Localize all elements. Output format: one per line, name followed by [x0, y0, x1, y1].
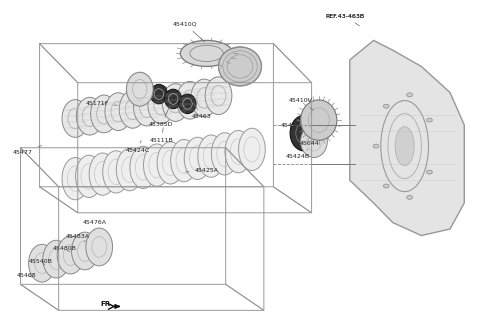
Ellipse shape: [89, 153, 116, 195]
Text: 45468: 45468: [16, 273, 36, 278]
Ellipse shape: [43, 240, 70, 278]
Text: 45540B: 45540B: [29, 259, 52, 265]
Text: FR.: FR.: [100, 301, 113, 307]
Ellipse shape: [29, 244, 55, 282]
Ellipse shape: [162, 84, 189, 121]
Text: 45424B: 45424B: [285, 149, 309, 159]
Polygon shape: [350, 40, 464, 236]
Ellipse shape: [62, 157, 89, 200]
Ellipse shape: [384, 104, 389, 108]
Text: 45425A: 45425A: [185, 168, 218, 173]
Ellipse shape: [130, 146, 156, 189]
Text: 45414: 45414: [280, 119, 300, 128]
Ellipse shape: [300, 125, 327, 157]
Ellipse shape: [171, 139, 197, 182]
Ellipse shape: [395, 127, 414, 166]
Ellipse shape: [86, 228, 113, 266]
Ellipse shape: [384, 184, 389, 188]
Text: REF.43-463B: REF.43-463B: [325, 13, 364, 18]
Text: 45424C: 45424C: [125, 141, 150, 154]
Text: 45410V: 45410V: [289, 98, 313, 110]
Ellipse shape: [211, 133, 238, 175]
Text: 45644: 45644: [300, 141, 319, 146]
Text: 45410Q: 45410Q: [173, 22, 204, 42]
Ellipse shape: [75, 155, 102, 197]
Ellipse shape: [373, 144, 379, 148]
Ellipse shape: [427, 118, 432, 122]
Ellipse shape: [180, 40, 233, 67]
Ellipse shape: [76, 97, 103, 135]
Ellipse shape: [150, 84, 168, 104]
Ellipse shape: [198, 135, 225, 177]
Ellipse shape: [57, 236, 84, 274]
Ellipse shape: [105, 93, 132, 131]
Ellipse shape: [133, 88, 160, 126]
Ellipse shape: [62, 100, 89, 137]
Ellipse shape: [177, 81, 203, 119]
Ellipse shape: [205, 77, 232, 114]
Ellipse shape: [184, 137, 211, 179]
Ellipse shape: [165, 89, 182, 109]
Ellipse shape: [225, 131, 252, 173]
Text: 45463: 45463: [192, 103, 212, 119]
Text: 45477: 45477: [13, 146, 42, 155]
Text: 45171F: 45171F: [85, 101, 118, 106]
Text: 45385D: 45385D: [149, 106, 173, 128]
Ellipse shape: [290, 115, 319, 151]
Ellipse shape: [239, 128, 265, 171]
Ellipse shape: [407, 93, 412, 97]
Ellipse shape: [144, 144, 170, 186]
Ellipse shape: [103, 151, 130, 193]
Ellipse shape: [72, 232, 98, 270]
Text: 45476A: 45476A: [83, 220, 107, 231]
Ellipse shape: [191, 79, 217, 117]
Text: REF.43-463B: REF.43-463B: [325, 13, 364, 26]
Ellipse shape: [179, 94, 196, 113]
Text: 45111B: 45111B: [149, 128, 173, 143]
Ellipse shape: [116, 149, 143, 191]
Text: 45483A: 45483A: [66, 234, 90, 242]
Ellipse shape: [148, 86, 175, 124]
Ellipse shape: [300, 100, 337, 140]
Ellipse shape: [218, 47, 262, 86]
Ellipse shape: [157, 142, 184, 184]
Ellipse shape: [126, 72, 153, 106]
Ellipse shape: [91, 95, 117, 133]
Ellipse shape: [119, 91, 146, 128]
Ellipse shape: [407, 195, 412, 199]
Text: 45480B: 45480B: [52, 246, 76, 252]
Ellipse shape: [427, 170, 432, 174]
